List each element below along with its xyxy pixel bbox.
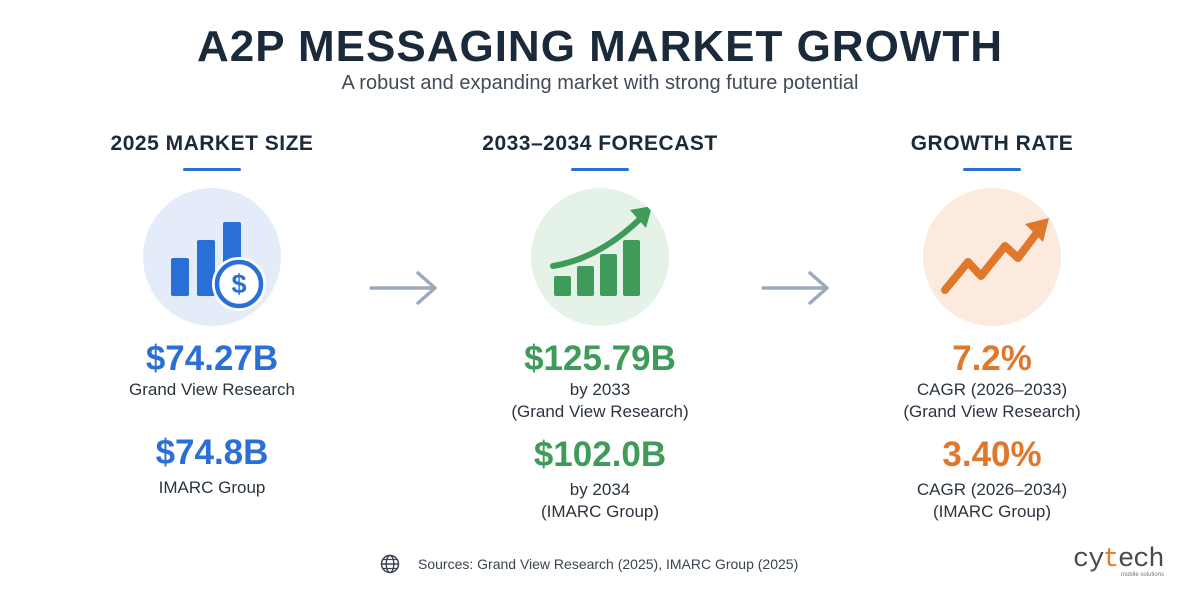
forecast-value-primary: $125.79B	[524, 339, 676, 378]
trend-arrow-icon	[923, 188, 1061, 326]
market-size-source-primary: Grand View Research	[129, 380, 295, 399]
market-size-column: 2025 MARKET SIZE $ $74.27B Grand View Re…	[52, 132, 372, 499]
market-size-value-primary: $74.27B	[145, 339, 279, 378]
heading-underline	[571, 168, 629, 171]
svg-text:ech: ech	[1118, 545, 1164, 575]
arrow-right-icon	[369, 271, 437, 305]
heading-underline	[963, 168, 1021, 171]
forecast-value-secondary: $102.0B	[533, 435, 667, 474]
heading-underline	[183, 168, 241, 171]
globe-icon	[380, 554, 400, 574]
forecast-source-secondary: (IMARC Group)	[540, 502, 660, 521]
forecast-source-primary: (Grand View Research)	[511, 402, 689, 421]
forecast-year-primary: by 2033	[569, 380, 631, 399]
growth-rate-value-secondary: 3.40%	[942, 435, 1042, 474]
svg-text:$: $	[231, 269, 246, 299]
growth-rate-source-secondary: (IMARC Group)	[932, 502, 1052, 521]
market-size-source-secondary: IMARC Group	[158, 478, 266, 497]
forecast-heading: 2033–2034 FORECAST	[482, 132, 718, 155]
growth-rate-column: GROWTH RATE 7.2% CAGR (2026–2033) (Grand…	[832, 132, 1152, 523]
sources-text: Sources: Grand View Research (2025), IMA…	[418, 556, 799, 572]
growth-rate-heading: GROWTH RATE	[910, 132, 1074, 155]
svg-text:t: t	[1103, 545, 1118, 575]
growth-rate-value-primary: 7.2%	[952, 339, 1032, 378]
forecast-column: 2033–2034 FORECAST $125.79B by 2033 (Gra…	[440, 132, 760, 523]
bar-chart-dollar-icon: $	[143, 188, 281, 326]
market-size-value-secondary: $74.8B	[155, 433, 269, 472]
sources-footer: Sources: Grand View Research (2025), IMA…	[380, 554, 798, 574]
svg-text:mobile solutions: mobile solutions	[1121, 572, 1164, 578]
market-size-heading: 2025 MARKET SIZE	[110, 132, 314, 155]
growth-rate-period-primary: CAGR (2026–2033)	[916, 380, 1068, 399]
page-subtitle: A robust and expanding market with stron…	[341, 72, 859, 94]
cytech-logo: cy t ech mobile solutions	[1073, 545, 1165, 578]
arrow-right-icon	[761, 271, 829, 305]
page-title: A2P MESSAGING MARKET GROWTH	[196, 22, 1003, 71]
svg-text:cy: cy	[1073, 545, 1104, 575]
growth-rate-period-secondary: CAGR (2026–2034)	[916, 480, 1068, 499]
forecast-year-secondary: by 2034	[569, 480, 631, 499]
growth-rate-source-primary: (Grand View Research)	[903, 402, 1081, 421]
growth-bars-arrow-icon	[531, 188, 669, 326]
